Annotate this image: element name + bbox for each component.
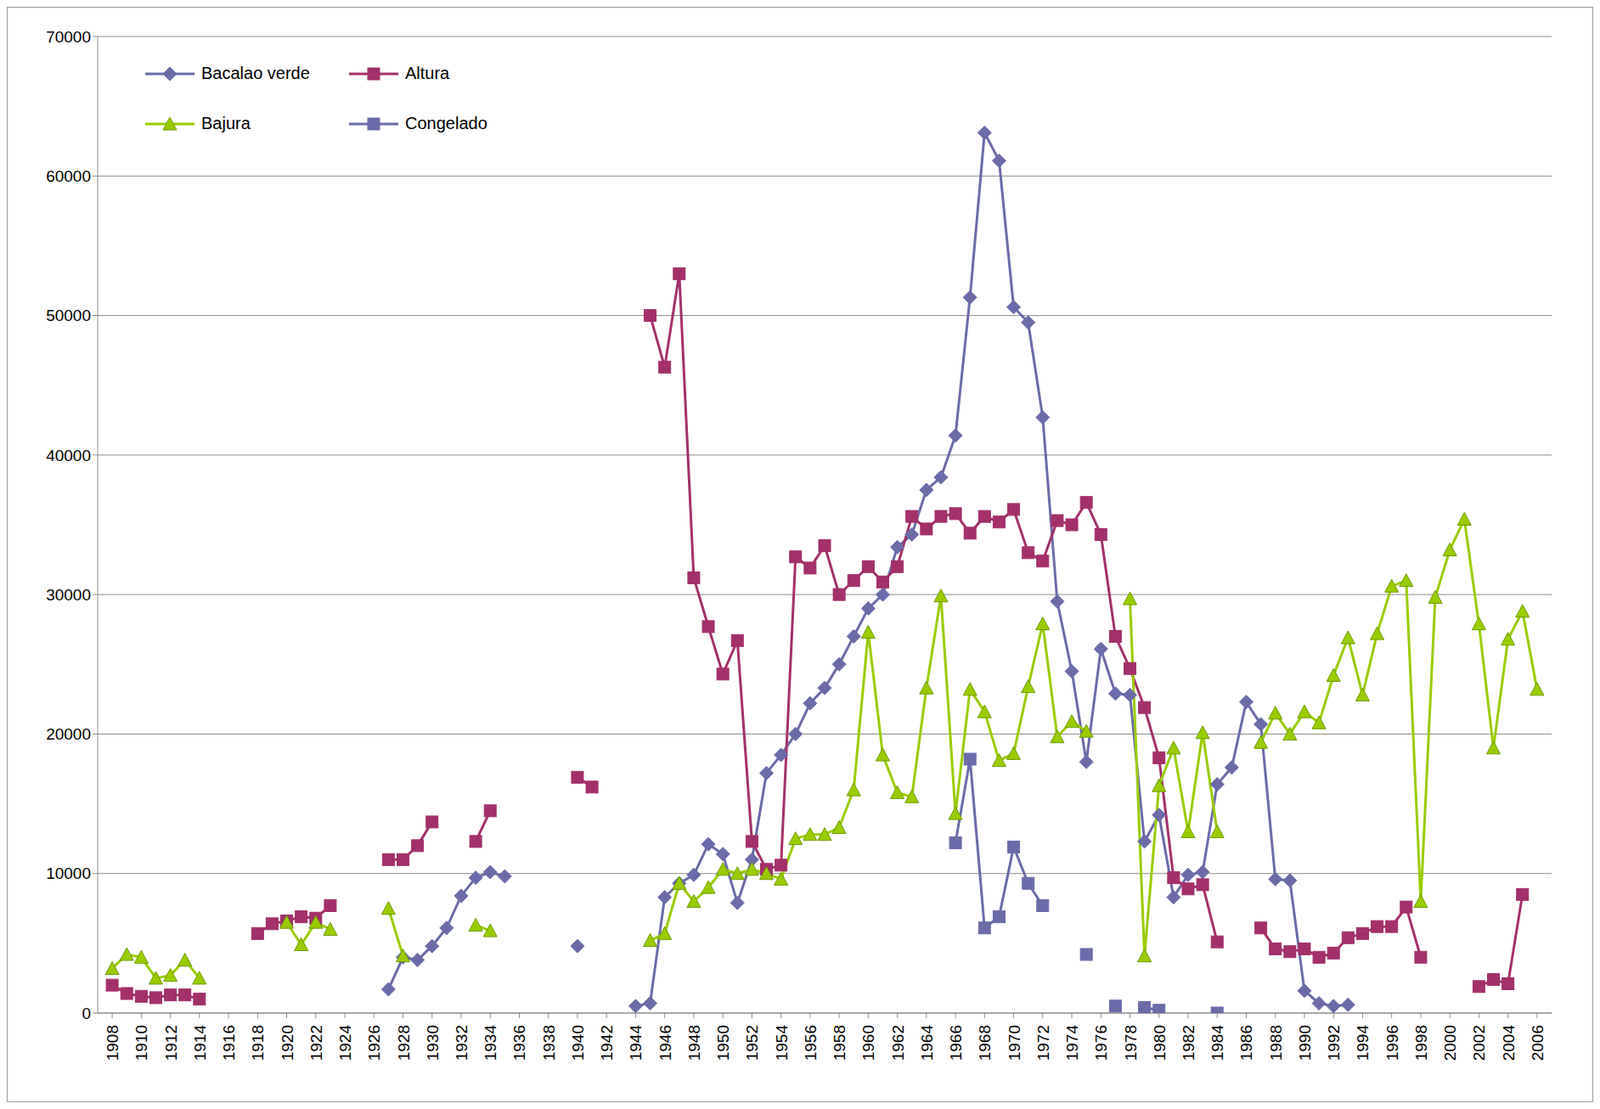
svg-text:1922: 1922 <box>307 1025 326 1061</box>
html-text:Bacalao verde: Bacalao verde <box>201 63 310 83</box>
svg-text:1976: 1976 <box>1092 1025 1110 1061</box>
svg-text:1938: 1938 <box>540 1025 558 1061</box>
svg-text:1924: 1924 <box>336 1025 355 1062</box>
svg-text:1962: 1962 <box>889 1025 908 1061</box>
svg-text:2006: 2006 <box>1528 1025 1547 1061</box>
svg-text:2000: 2000 <box>1441 1025 1460 1061</box>
svg-text:1926: 1926 <box>365 1025 384 1061</box>
svg-text:1932: 1932 <box>452 1025 471 1061</box>
svg-text:1918: 1918 <box>248 1025 267 1061</box>
svg-text:1972: 1972 <box>1034 1025 1053 1061</box>
svg-text:1942: 1942 <box>597 1025 616 1061</box>
svg-text:1974: 1974 <box>1063 1025 1082 1062</box>
svg-text:1928: 1928 <box>394 1025 413 1061</box>
svg-text:1992: 1992 <box>1324 1025 1343 1061</box>
svg-text:1982: 1982 <box>1179 1025 1198 1061</box>
svg-text:1940: 1940 <box>569 1025 587 1061</box>
svg-text:1988: 1988 <box>1267 1025 1285 1061</box>
svg-text:1946: 1946 <box>656 1025 675 1061</box>
svg-text:1934: 1934 <box>481 1025 500 1062</box>
svg-text:1930: 1930 <box>423 1025 442 1061</box>
svg-text:2004: 2004 <box>1499 1025 1518 1062</box>
svg-text:40000: 40000 <box>45 446 91 465</box>
svg-text:1908: 1908 <box>103 1025 122 1061</box>
svg-text:30000: 30000 <box>45 585 91 604</box>
svg-text:1998: 1998 <box>1412 1025 1431 1061</box>
svg-text:1952: 1952 <box>743 1025 761 1061</box>
html-text:Congelado: Congelado <box>405 113 488 133</box>
svg-text:1916: 1916 <box>219 1025 238 1061</box>
svg-text:1970: 1970 <box>1005 1025 1024 1061</box>
html-text:Bajura: Bajura <box>201 113 251 133</box>
svg-text:1984: 1984 <box>1208 1025 1227 1062</box>
svg-text:2002: 2002 <box>1470 1025 1488 1061</box>
svg-text:1990: 1990 <box>1295 1025 1314 1061</box>
svg-text:1958: 1958 <box>830 1025 849 1061</box>
svg-text:10000: 10000 <box>45 864 91 883</box>
svg-text:1986: 1986 <box>1237 1025 1256 1061</box>
svg-text:1948: 1948 <box>685 1025 704 1061</box>
svg-text:1968: 1968 <box>975 1025 994 1061</box>
svg-text:1996: 1996 <box>1383 1025 1402 1061</box>
html-text:Altura: Altura <box>405 63 450 83</box>
svg-text:1936: 1936 <box>510 1025 529 1061</box>
svg-text:1978: 1978 <box>1121 1025 1140 1061</box>
svg-text:1956: 1956 <box>801 1025 820 1061</box>
svg-text:1944: 1944 <box>626 1025 645 1062</box>
svg-text:1966: 1966 <box>946 1025 965 1061</box>
svg-text:1910: 1910 <box>132 1025 151 1061</box>
svg-text:1920: 1920 <box>278 1025 297 1061</box>
svg-text:1960: 1960 <box>859 1025 878 1061</box>
svg-text:0: 0 <box>81 1004 91 1023</box>
svg-text:60000: 60000 <box>45 167 91 186</box>
svg-text:50000: 50000 <box>45 306 91 325</box>
svg-text:20000: 20000 <box>45 725 91 744</box>
svg-text:70000: 70000 <box>45 28 91 46</box>
svg-text:1994: 1994 <box>1353 1025 1372 1062</box>
svg-text:1950: 1950 <box>714 1025 733 1061</box>
svg-text:1964: 1964 <box>918 1025 936 1062</box>
svg-text:1912: 1912 <box>162 1025 181 1061</box>
svg-text:1980: 1980 <box>1150 1025 1169 1061</box>
svg-text:1914: 1914 <box>191 1025 209 1062</box>
svg-text:1954: 1954 <box>772 1025 791 1062</box>
